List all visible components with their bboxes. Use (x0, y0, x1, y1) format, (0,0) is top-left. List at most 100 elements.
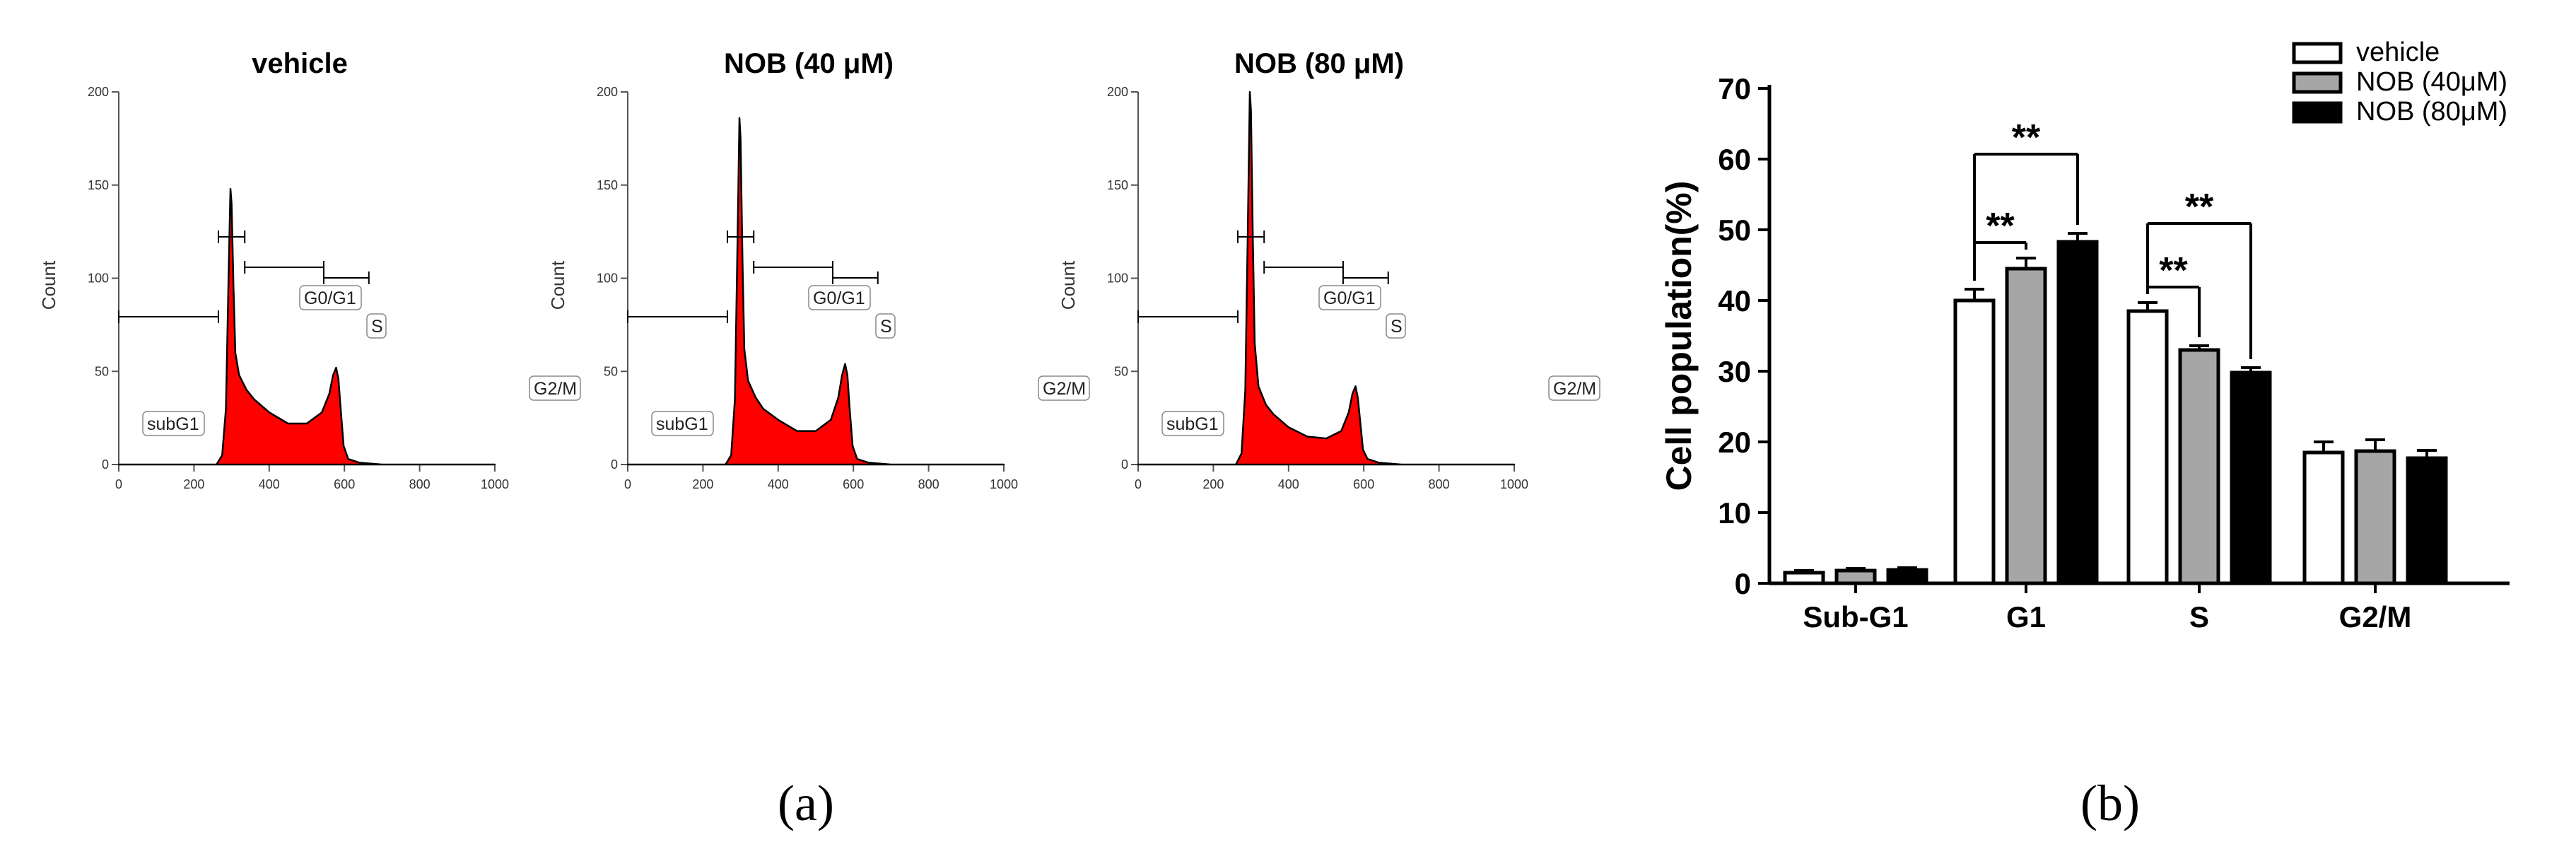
x-tick-label: 400 (1278, 477, 1299, 491)
gate-label-box (1038, 375, 1090, 401)
x-tick-label: 600 (1353, 477, 1374, 491)
legend-label: vehicle (2356, 37, 2440, 67)
y-tick-label: 0 (1735, 567, 1751, 600)
legend-swatch (2292, 42, 2343, 64)
gate-g2m: G2/M (1342, 272, 1600, 401)
category-label: G2/M (2339, 600, 2412, 634)
y-axis-label: Count (547, 260, 568, 310)
gate-subg1: subG1 (1137, 310, 1239, 436)
significance-label: ** (2159, 250, 2188, 291)
bar-g1-1 (1953, 298, 1996, 585)
gate-s: S (753, 261, 896, 339)
x-tick-label: 600 (843, 477, 864, 491)
significance-bracket: ** (1973, 117, 2079, 281)
x-tick-label: 800 (409, 477, 431, 491)
bar-s-1 (2126, 309, 2169, 585)
y-tick-label: 40 (1718, 284, 1751, 317)
y-tick-label: 70 (1718, 72, 1751, 105)
gate-label: subG1 (656, 414, 708, 434)
gate-label: G0/G1 (304, 288, 356, 308)
gate-label-box (1318, 285, 1381, 310)
bar-subg1-2 (1834, 568, 1877, 585)
legend-swatch (2292, 71, 2343, 94)
gate-label: G0/G1 (1323, 288, 1376, 308)
y-tick-label: 100 (1107, 272, 1128, 286)
histogram-title: NOB (40 μM) (724, 48, 894, 79)
x-tick-label: 0 (115, 477, 122, 491)
bar-g1-3 (2056, 240, 2099, 585)
gate-g0g1: G0/G1 (217, 230, 362, 310)
significance-bracket: ** (1973, 206, 2027, 281)
category-label: S (2189, 600, 2209, 634)
histogram-title: vehicle (252, 48, 348, 79)
gate-label-box (1386, 313, 1406, 339)
gate-g0g1: G0/G1 (726, 230, 871, 310)
y-tick-label: 50 (1718, 214, 1751, 247)
y-tick-label: 200 (597, 85, 618, 99)
bar-s-2 (2178, 348, 2220, 585)
legend-swatch (2292, 101, 2343, 124)
bar-g2m-1 (2302, 450, 2345, 585)
gate-label: G2/M (1553, 379, 1596, 399)
gate-label: G0/G1 (813, 288, 865, 308)
bar-chart-panel: 0 10 20 30 40 50 60 70 Cell population(%) Sub-G1 G… (1659, 37, 2510, 634)
histogram-3: NOB (80 μM) 0 50 100 150 200 0 200 400 600 800 1000… (1058, 48, 1600, 491)
y-axis-label: Count (1058, 260, 1079, 310)
gate-g2m: G2/M (831, 272, 1090, 401)
gate-label: S (880, 317, 892, 337)
x-tick-label: 600 (334, 477, 355, 491)
bar-g2m-2 (2354, 449, 2396, 585)
panel-label-a: (a) (778, 775, 834, 831)
gate-label: G2/M (534, 379, 577, 399)
legend-label: NOB (40μM) (2356, 67, 2507, 97)
x-tick-label: 800 (918, 477, 939, 491)
gate-label-box (529, 375, 581, 401)
x-tick-label: 200 (1202, 477, 1224, 491)
x-tick-label: 1000 (481, 477, 509, 491)
significance-bracket: ** (2146, 187, 2252, 359)
gate-label-box (142, 411, 205, 436)
y-tick-label: 150 (88, 178, 109, 192)
bar-g1-2 (2005, 267, 2047, 585)
gate-label: G2/M (1043, 379, 1086, 399)
y-tick-label: 200 (88, 85, 109, 99)
significance-label: ** (2185, 187, 2214, 228)
x-tick-label: 0 (1135, 477, 1142, 491)
y-tick-label: 100 (88, 272, 109, 286)
gate-label-box (875, 313, 896, 339)
significance-label: ** (1986, 206, 2015, 247)
gate-s: S (1263, 261, 1406, 339)
histogram-2: NOB (40 μM) 0 50 100 150 200 0 200 400 600 800 1000… (547, 48, 1090, 491)
significance-label: ** (2012, 117, 2041, 158)
y-tick-label: 100 (597, 272, 618, 286)
x-tick-label: 400 (768, 477, 789, 491)
gate-label-box (651, 411, 714, 436)
gate-label: S (371, 317, 383, 337)
gate-label-box (808, 285, 871, 310)
y-axis-label: Cell population(%) (1659, 181, 1699, 491)
y-tick-label: 50 (95, 364, 109, 378)
x-tick-label: 1000 (1500, 477, 1528, 491)
y-tick-label: 0 (1121, 457, 1128, 472)
gate-label-box (1161, 411, 1224, 436)
gate-g0g1: G0/G1 (1236, 230, 1381, 310)
y-tick-label: 10 (1718, 496, 1751, 530)
gate-label: S (1391, 317, 1403, 337)
y-tick-label: 20 (1718, 426, 1751, 459)
x-tick-label: 200 (692, 477, 713, 491)
y-tick-label: 50 (1114, 364, 1128, 378)
gate-subg1: subG1 (118, 310, 219, 436)
histogram-1: vehicle 0 50 100 150 200 0 200 400 600 800 1000 Coun… (38, 48, 581, 491)
x-tick-label: 800 (1429, 477, 1450, 491)
category-label: G1 (2006, 600, 2046, 634)
bar-subg1-1 (1783, 571, 1825, 585)
x-tick-label: 400 (259, 477, 280, 491)
gate-label: subG1 (147, 414, 199, 434)
x-tick-label: 0 (624, 477, 631, 491)
gate-label-box (299, 285, 362, 310)
gate-label-box (1548, 375, 1600, 401)
histogram-title: NOB (80 μM) (1234, 48, 1404, 79)
bar-s-3 (2230, 370, 2272, 585)
